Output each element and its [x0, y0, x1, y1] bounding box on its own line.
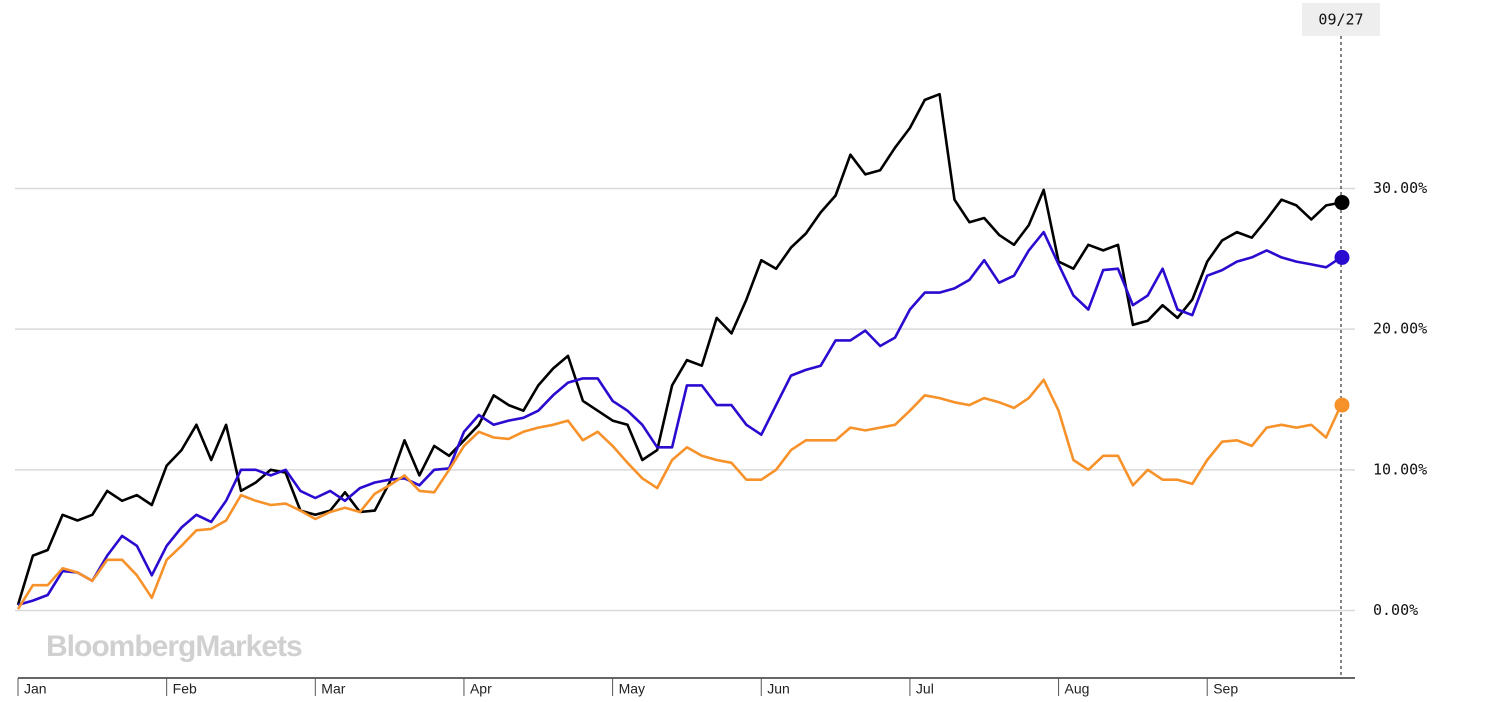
x-tick-label: Jul	[916, 681, 934, 697]
y-tick-label: 10.00%	[1373, 460, 1427, 478]
x-tick-label: Aug	[1065, 681, 1090, 697]
x-tick-label: Apr	[470, 681, 492, 697]
series-line	[16, 92, 1342, 606]
series-line	[16, 378, 1343, 610]
series-line	[17, 230, 1342, 607]
y-tick-label: 20.00%	[1373, 320, 1427, 338]
y-tick-label: 0.00%	[1373, 601, 1418, 619]
x-tick-label: Mar	[321, 681, 345, 697]
end-dot	[1334, 249, 1350, 265]
x-tick-label: May	[619, 681, 645, 697]
watermark: BloombergMarkets	[46, 630, 302, 663]
y-tick-label: 30.00%	[1373, 179, 1427, 197]
end-dot	[1334, 195, 1350, 211]
crosshair-label-box	[1302, 3, 1380, 36]
x-tick-label: Jan	[24, 681, 47, 697]
x-tick-label: Sep	[1213, 681, 1238, 697]
x-tick-label: Feb	[173, 681, 197, 697]
x-tick-label: Jun	[767, 681, 790, 697]
crosshair-label: 09/27	[1318, 11, 1363, 29]
end-dot	[1334, 397, 1350, 413]
